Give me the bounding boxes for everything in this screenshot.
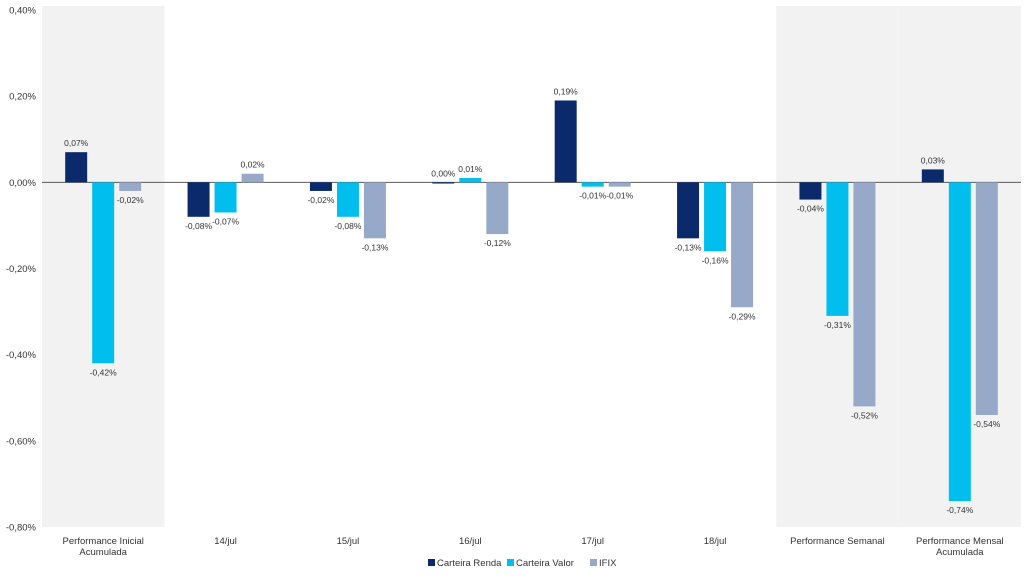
x-tick-label: 14/jul [214, 536, 237, 547]
y-tick-label: -0,80% [6, 523, 37, 534]
bar[interactable] [363, 182, 386, 239]
x-tick-label: Acumulada [936, 547, 984, 558]
bar[interactable] [799, 182, 822, 200]
bar[interactable] [119, 182, 142, 191]
legend-label: Carteira Valor [516, 558, 574, 569]
legend-label: Carteira Renda [437, 558, 502, 569]
data-label: 0,01% [458, 164, 483, 174]
bar[interactable] [731, 182, 754, 308]
bar[interactable] [921, 169, 944, 183]
y-tick-label: 0,00% [9, 178, 36, 189]
bar[interactable] [853, 182, 876, 407]
data-label: -0,13% [675, 242, 702, 252]
y-tick-label: -0,60% [6, 436, 37, 447]
data-label: -0,74% [946, 505, 973, 515]
y-tick-label: -0,20% [6, 264, 37, 275]
legend-swatch [428, 559, 435, 566]
bar[interactable] [608, 182, 631, 187]
legend-swatch [590, 559, 597, 566]
x-tick-label: Performance Semanal [790, 536, 885, 547]
data-label: -0,54% [973, 419, 1000, 429]
bar[interactable] [581, 182, 604, 187]
data-label: -0,01% [579, 191, 606, 201]
x-tick-label: 17/jul [581, 536, 604, 547]
data-label: -0,29% [729, 311, 756, 321]
legend-label: IFIX [599, 558, 617, 569]
data-label: -0,12% [484, 238, 511, 248]
data-label: -0,08% [334, 221, 361, 231]
data-label: 0,00% [431, 168, 456, 178]
data-label: -0,52% [851, 410, 878, 420]
bar[interactable] [309, 182, 332, 191]
data-label: -0,08% [185, 221, 212, 231]
data-label: -0,07% [212, 216, 239, 226]
y-tick-label: 0,20% [9, 92, 36, 103]
bar[interactable] [92, 182, 115, 364]
data-label: 0,02% [241, 160, 266, 170]
data-label: -0,31% [824, 320, 851, 330]
x-tick-label: Performance Inicial [63, 536, 144, 547]
bar[interactable] [948, 182, 971, 502]
bar[interactable] [486, 182, 509, 235]
data-label: -0,04% [797, 204, 824, 214]
data-label: 0,03% [921, 155, 946, 165]
bar[interactable] [554, 100, 577, 183]
x-tick-label: 16/jul [459, 536, 482, 547]
data-label: -0,13% [361, 242, 388, 252]
bar[interactable] [459, 178, 482, 183]
bar[interactable] [704, 182, 727, 252]
data-label: -0,42% [90, 367, 117, 377]
y-tick-label: -0,40% [6, 350, 37, 361]
data-label: -0,02% [117, 195, 144, 205]
x-tick-label: Acumulada [79, 547, 127, 558]
bar[interactable] [187, 182, 210, 217]
bar[interactable] [975, 182, 998, 415]
bar[interactable] [826, 182, 849, 316]
x-tick-label: 18/jul [704, 536, 727, 547]
data-label: 0,07% [64, 138, 89, 148]
legend-swatch [507, 559, 514, 566]
data-label: -0,02% [307, 195, 334, 205]
y-tick-label: 0,40% [9, 6, 36, 17]
bar[interactable] [432, 182, 455, 184]
bar[interactable] [677, 182, 700, 239]
x-tick-label: Performance Mensal [916, 536, 1004, 547]
bar[interactable] [241, 173, 264, 183]
bar[interactable] [336, 182, 359, 217]
data-label: -0,01% [606, 191, 633, 201]
bar[interactable] [65, 152, 88, 183]
x-tick-label: 15/jul [337, 536, 360, 547]
data-label: -0,16% [702, 255, 729, 265]
data-label: 0,19% [554, 86, 579, 96]
bar[interactable] [214, 182, 237, 213]
